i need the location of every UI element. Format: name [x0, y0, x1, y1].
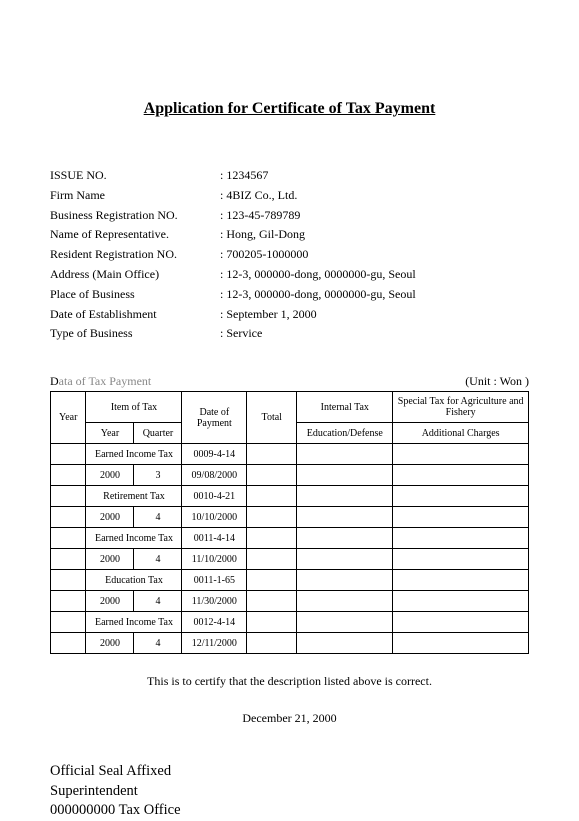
cert-date: December 21, 2000: [50, 711, 529, 726]
cell-date: 12/11/2000: [182, 633, 247, 654]
cell-year: 2000: [86, 591, 134, 612]
info-value: 4BIZ Co., Ltd.: [220, 186, 297, 206]
cell-item: Earned Income Tax: [86, 528, 182, 549]
data-of-payment-label: Data of Tax Payment: [50, 374, 151, 389]
cell-item: Education Tax: [86, 570, 182, 591]
info-value: 1234567: [220, 166, 268, 186]
table-row: 2000 4 12/11/2000: [51, 633, 529, 654]
col-year: Year: [51, 392, 86, 444]
info-row: Type of Business Service: [50, 324, 529, 344]
unit-label: (Unit : Won ): [465, 374, 529, 389]
col-sub-quarter: Quarter: [134, 423, 182, 444]
info-label: Date of Establishment: [50, 305, 220, 325]
table-row: Earned Income Tax 0009-4-14: [51, 444, 529, 465]
col-sub-year: Year: [86, 423, 134, 444]
cell-quarter: 4: [134, 591, 182, 612]
info-label: ISSUE NO.: [50, 166, 220, 186]
info-row: ISSUE NO. 1234567: [50, 166, 529, 186]
table-row: Education Tax 0011-1-65: [51, 570, 529, 591]
tax-payment-table: Year Item of Tax Date of Payment Total I…: [50, 391, 529, 654]
info-label: Place of Business: [50, 285, 220, 305]
cell-year: 2000: [86, 465, 134, 486]
col-special: Special Tax for Agriculture and Fishery: [393, 392, 529, 423]
info-value: 123-45-789789: [220, 206, 300, 226]
info-row: Name of Representative. Hong, Gil-Dong: [50, 225, 529, 245]
cell-date: 09/08/2000: [182, 465, 247, 486]
cell-code: 0012-4-14: [182, 612, 247, 633]
col-total: Total: [247, 392, 297, 444]
cell-item: Earned Income Tax: [86, 612, 182, 633]
col-internal: Internal Tax: [297, 392, 393, 423]
cell-item: Retirement Tax: [86, 486, 182, 507]
cell-quarter: 4: [134, 633, 182, 654]
info-row: Firm Name 4BIZ Co., Ltd.: [50, 186, 529, 206]
col-additional: Additional Charges: [393, 423, 529, 444]
superintendent-line: Superintendent: [50, 782, 529, 802]
info-label: Business Registration NO.: [50, 206, 220, 226]
cell-date: 10/10/2000: [182, 507, 247, 528]
cell-quarter: 4: [134, 507, 182, 528]
cell-code: 0010-4-21: [182, 486, 247, 507]
info-value: Service: [220, 324, 262, 344]
table-row: 2000 3 09/08/2000: [51, 465, 529, 486]
table-row: Earned Income Tax 0012-4-14: [51, 612, 529, 633]
info-row: Resident Registration NO. 700205-1000000: [50, 245, 529, 265]
signature-block: Official Seal Affixed Superintendent 000…: [50, 762, 529, 821]
info-label: Type of Business: [50, 324, 220, 344]
info-row: Business Registration NO. 123-45-789789: [50, 206, 529, 226]
cell-code: 0011-1-65: [182, 570, 247, 591]
info-value: Hong, Gil-Dong: [220, 225, 305, 245]
seal-line: Official Seal Affixed: [50, 762, 529, 782]
cell-code: 0011-4-14: [182, 528, 247, 549]
cell-date: 11/30/2000: [182, 591, 247, 612]
col-date: Date of Payment: [182, 392, 247, 444]
table-row: 2000 4 11/30/2000: [51, 591, 529, 612]
info-label: Address (Main Office): [50, 265, 220, 285]
cell-year: 2000: [86, 507, 134, 528]
office-line: 000000000 Tax Office: [50, 801, 529, 821]
certify-text: This is to certify that the description …: [50, 674, 529, 689]
cell-date: 11/10/2000: [182, 549, 247, 570]
info-label: Name of Representative.: [50, 225, 220, 245]
table-row: 2000 4 11/10/2000: [51, 549, 529, 570]
info-value: September 1, 2000: [220, 305, 317, 325]
table-header-row: Year Item of Tax Date of Payment Total I…: [51, 392, 529, 423]
col-edu-def: Education/Defense: [297, 423, 393, 444]
cell-quarter: 3: [134, 465, 182, 486]
info-value: 12-3, 000000-dong, 0000000-gu, Seoul: [220, 265, 416, 285]
info-label: Firm Name: [50, 186, 220, 206]
cell-year: 2000: [86, 633, 134, 654]
info-section: ISSUE NO. 1234567 Firm Name 4BIZ Co., Lt…: [50, 166, 529, 344]
info-row: Date of Establishment September 1, 2000: [50, 305, 529, 325]
table-body: Earned Income Tax 0009-4-14 2000 3 09/08…: [51, 444, 529, 654]
info-row: Address (Main Office) 12-3, 000000-dong,…: [50, 265, 529, 285]
col-item: Item of Tax: [86, 392, 182, 423]
info-label: Resident Registration NO.: [50, 245, 220, 265]
page-title: Application for Certificate of Tax Payme…: [50, 100, 529, 118]
cell-item: Earned Income Tax: [86, 444, 182, 465]
table-caption-row: Data of Tax Payment (Unit : Won ): [50, 374, 529, 389]
info-row: Place of Business 12-3, 000000-dong, 000…: [50, 285, 529, 305]
info-value: 12-3, 000000-dong, 0000000-gu, Seoul: [220, 285, 416, 305]
cell-code: 0009-4-14: [182, 444, 247, 465]
info-value: 700205-1000000: [220, 245, 308, 265]
table-row: 2000 4 10/10/2000: [51, 507, 529, 528]
table-row: Earned Income Tax 0011-4-14: [51, 528, 529, 549]
cell-quarter: 4: [134, 549, 182, 570]
table-row: Retirement Tax 0010-4-21: [51, 486, 529, 507]
cell-year: 2000: [86, 549, 134, 570]
